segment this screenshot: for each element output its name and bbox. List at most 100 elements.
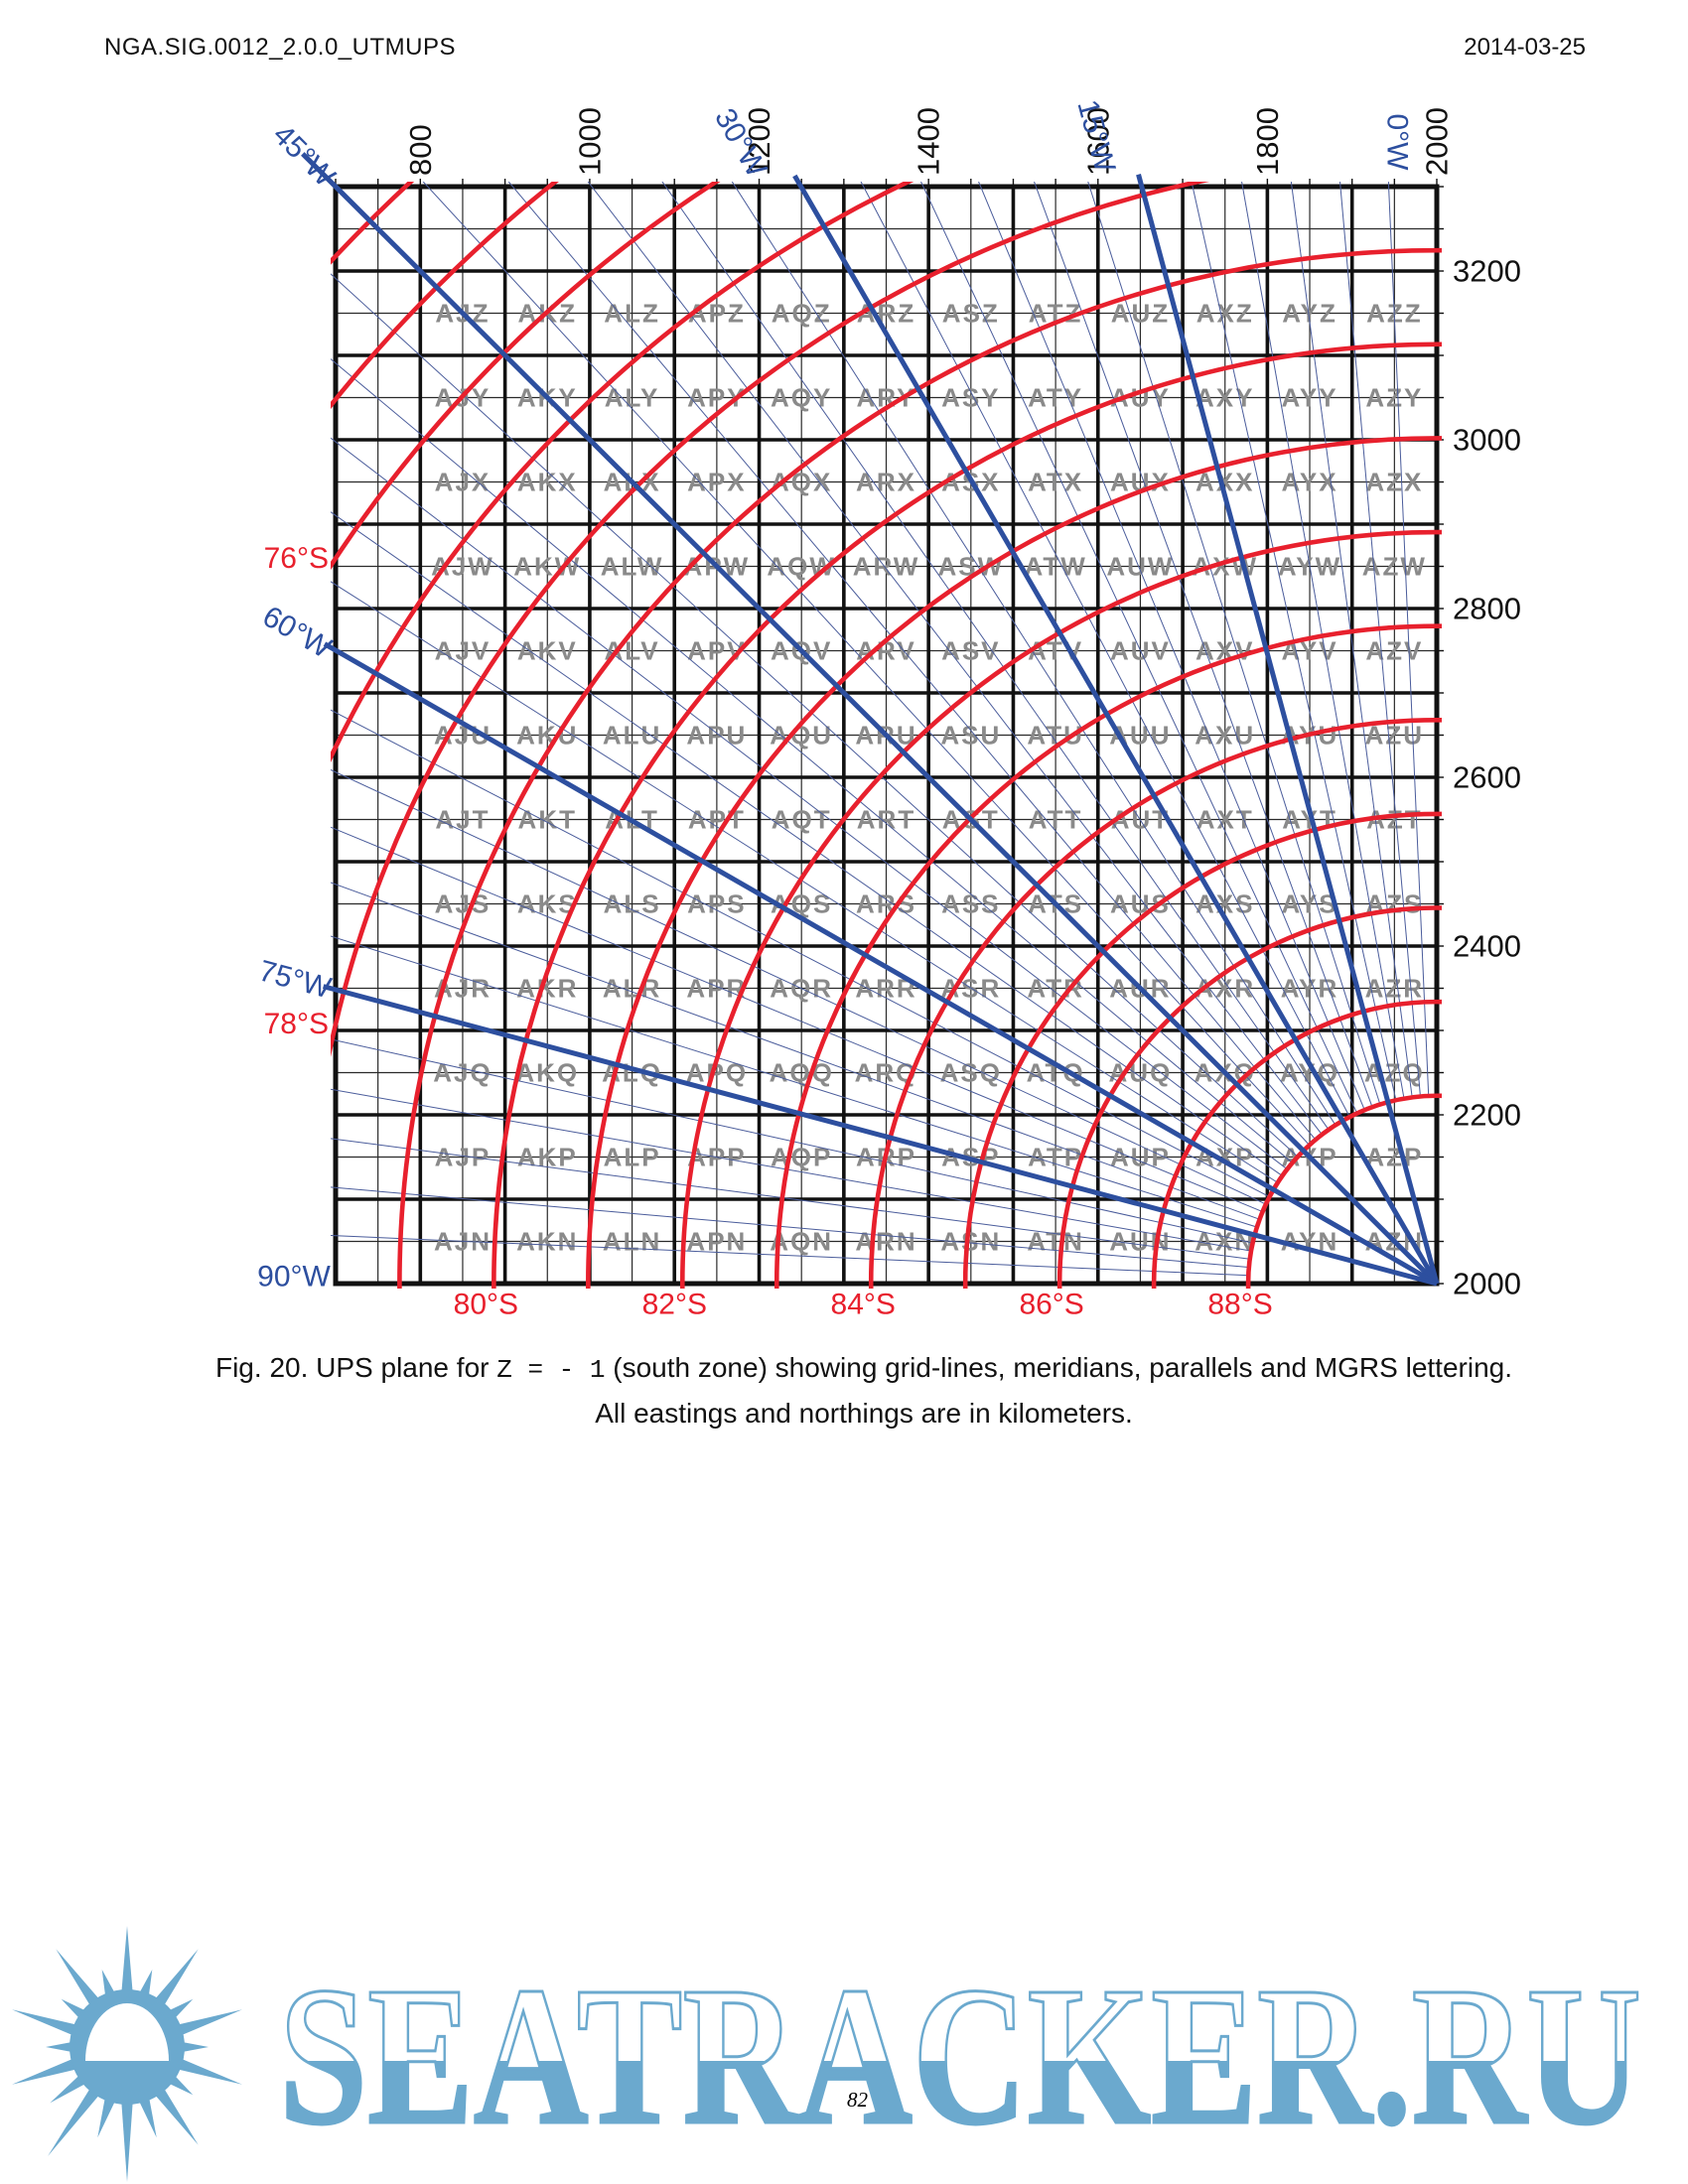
caption-prefix: Fig. 20. UPS plane for: [214, 1352, 497, 1383]
parallel-circle: [397, 248, 1442, 1289]
major-grid: [336, 187, 1437, 1284]
mgrs-cell-label: AYS: [1281, 889, 1337, 919]
figure-caption: Fig. 20. UPS plane for Z = - 1 (south zo…: [0, 1346, 1688, 1435]
mgrs-cell-label: ALP: [604, 1143, 661, 1172]
easting-tick-label: 1600: [1080, 107, 1115, 176]
northing-tick-label: 2600: [1453, 760, 1521, 795]
mgrs-cell-label: ARX: [856, 468, 916, 497]
meridian-line: [792, 174, 1440, 1286]
parallel-label: 78°S: [264, 1008, 329, 1040]
mgrs-cell-label: AQP: [771, 1143, 832, 1172]
parallel-circle: [774, 623, 1442, 1289]
mgrs-cell-label: ALW: [601, 552, 664, 582]
mgrs-cell-label: AXP: [1196, 1143, 1254, 1172]
meridian-label: 60°W: [257, 600, 338, 665]
mgrs-cell-label: AYW: [1278, 552, 1341, 582]
mgrs-cell-label: AKU: [516, 721, 578, 751]
thick-meridians: [301, 152, 1440, 1287]
easting-tick-label: 1000: [572, 107, 607, 176]
mgrs-cell-label: APU: [686, 721, 747, 751]
mgrs-cell-label: ART: [857, 805, 915, 835]
parallel-circle: [963, 811, 1442, 1289]
top-axis-labels: 800 1000 1200 1400 1600 1800 2000: [403, 107, 1455, 176]
parallel-label: 86°S: [1019, 1289, 1083, 1321]
mgrs-cell-label: AYY: [1281, 383, 1337, 413]
easting-tick-label: 1800: [1250, 107, 1285, 176]
mgrs-cell-label: AZV: [1365, 636, 1423, 666]
mgrs-cell-label: AZQ: [1364, 1058, 1425, 1088]
parallel-label: 76°S: [264, 542, 329, 575]
mgrs-cell-label: AXY: [1196, 383, 1254, 413]
mgrs-cell-label: AKN: [516, 1227, 578, 1257]
easting-tick-label: 1400: [912, 107, 946, 176]
mgrs-cell-label: AUZ: [1111, 299, 1170, 329]
mgrs-cell-label: ARN: [855, 1227, 916, 1257]
mgrs-cell-label: ALN: [603, 1227, 661, 1257]
mgrs-cell-label: AJW: [431, 552, 494, 582]
mgrs-cell-label: ARW: [853, 552, 920, 582]
mgrs-cell-label: AYX: [1281, 468, 1337, 497]
meridian-label: 90°W: [257, 1261, 331, 1294]
mgrs-cell-label: ATY: [1028, 383, 1083, 413]
parallel-circle: [1151, 999, 1442, 1289]
parallel-label: 88°S: [1207, 1289, 1272, 1321]
easting-tick-label: 800: [403, 124, 438, 176]
mgrs-cell-label: AKT: [518, 805, 577, 835]
mgrs-cell-label: APS: [687, 889, 746, 919]
mgrs-labels: AJZAKZALZAPZAQZARZASZATZAUZAXZAYZAZZAJYA…: [431, 299, 1427, 1257]
mgrs-cell-label: AZX: [1365, 468, 1423, 497]
mgrs-cell-label: AXZ: [1196, 299, 1254, 329]
mgrs-cell-label: AQZ: [772, 299, 832, 329]
mgrs-cell-label: AJV: [435, 636, 492, 666]
mgrs-cell-label: APX: [687, 468, 746, 497]
mgrs-cell-label: AUP: [1110, 1143, 1171, 1172]
mgrs-cell-label: AUT: [1111, 805, 1170, 835]
sun-logo-icon: [12, 1926, 242, 2182]
chart-border: [333, 184, 1440, 1287]
mgrs-cell-label: AQY: [771, 383, 832, 413]
header-date: 2014-03-25: [1464, 34, 1586, 61]
northing-tick-label: 3000: [1453, 423, 1521, 458]
mgrs-cell-label: ALS: [604, 889, 661, 919]
mgrs-cell-label: ALU: [603, 721, 661, 751]
parallel-labels: 76°S 78°S 80°S 82°S 84°S 86°S 88°S: [264, 542, 1273, 1321]
mgrs-cell-label: ALV: [605, 636, 660, 666]
mgrs-cell-label: AJS: [435, 889, 492, 919]
mgrs-cell-label: ARQ: [855, 1058, 918, 1088]
northing-tick-label: 3200: [1453, 254, 1521, 289]
parallel-label: 80°S: [454, 1289, 518, 1321]
easting-tick-label: 1200: [742, 107, 776, 176]
mgrs-cell-label: AKW: [513, 552, 581, 582]
parallel-circle: [680, 529, 1442, 1289]
mgrs-cell-label: AQQ: [770, 1058, 834, 1088]
watermark: SEATRACKER.RU 82: [12, 1926, 1643, 2182]
mgrs-cell-label: APV: [687, 636, 746, 666]
parallel-label: 82°S: [642, 1289, 707, 1321]
parallel-circle: [492, 341, 1442, 1289]
parallels: [331, 182, 1442, 1289]
northing-tick-label: 2400: [1453, 929, 1521, 964]
parallel-circle: [869, 718, 1442, 1289]
mgrs-cell-label: AJT: [435, 805, 490, 835]
mgrs-cell-label: ASV: [941, 636, 1000, 666]
mgrs-cell-label: AXT: [1196, 805, 1254, 835]
mgrs-cell-label: AZY: [1365, 383, 1423, 413]
mgrs-cell-label: AKV: [517, 636, 578, 666]
mgrs-cell-label: ASY: [941, 383, 1000, 413]
caption-suffix: (south zone) showing grid-lines, meridia…: [605, 1352, 1512, 1383]
meridian-line: [1136, 174, 1440, 1285]
mgrs-cell-label: AZP: [1365, 1143, 1423, 1172]
northing-tick-label: 2800: [1453, 592, 1521, 626]
right-axis-labels: 3200 3000 2800 2600 2400 2200 2000: [1453, 254, 1521, 1301]
meridian-line: [322, 984, 1438, 1287]
mgrs-cell-label: AKS: [517, 889, 578, 919]
mgrs-cell-label: ALR: [603, 974, 661, 1004]
meridian-line: [323, 641, 1439, 1287]
mgrs-cell-label: AYR: [1281, 974, 1339, 1004]
mgrs-cell-label: ATR: [1027, 974, 1084, 1004]
page-number: 82: [847, 2088, 869, 2112]
meridian-label: 0°W: [1381, 114, 1414, 172]
mgrs-cell-label: AQT: [772, 805, 832, 835]
thin-meridians: [331, 182, 1430, 1277]
mgrs-cell-label: AZW: [1362, 552, 1427, 582]
